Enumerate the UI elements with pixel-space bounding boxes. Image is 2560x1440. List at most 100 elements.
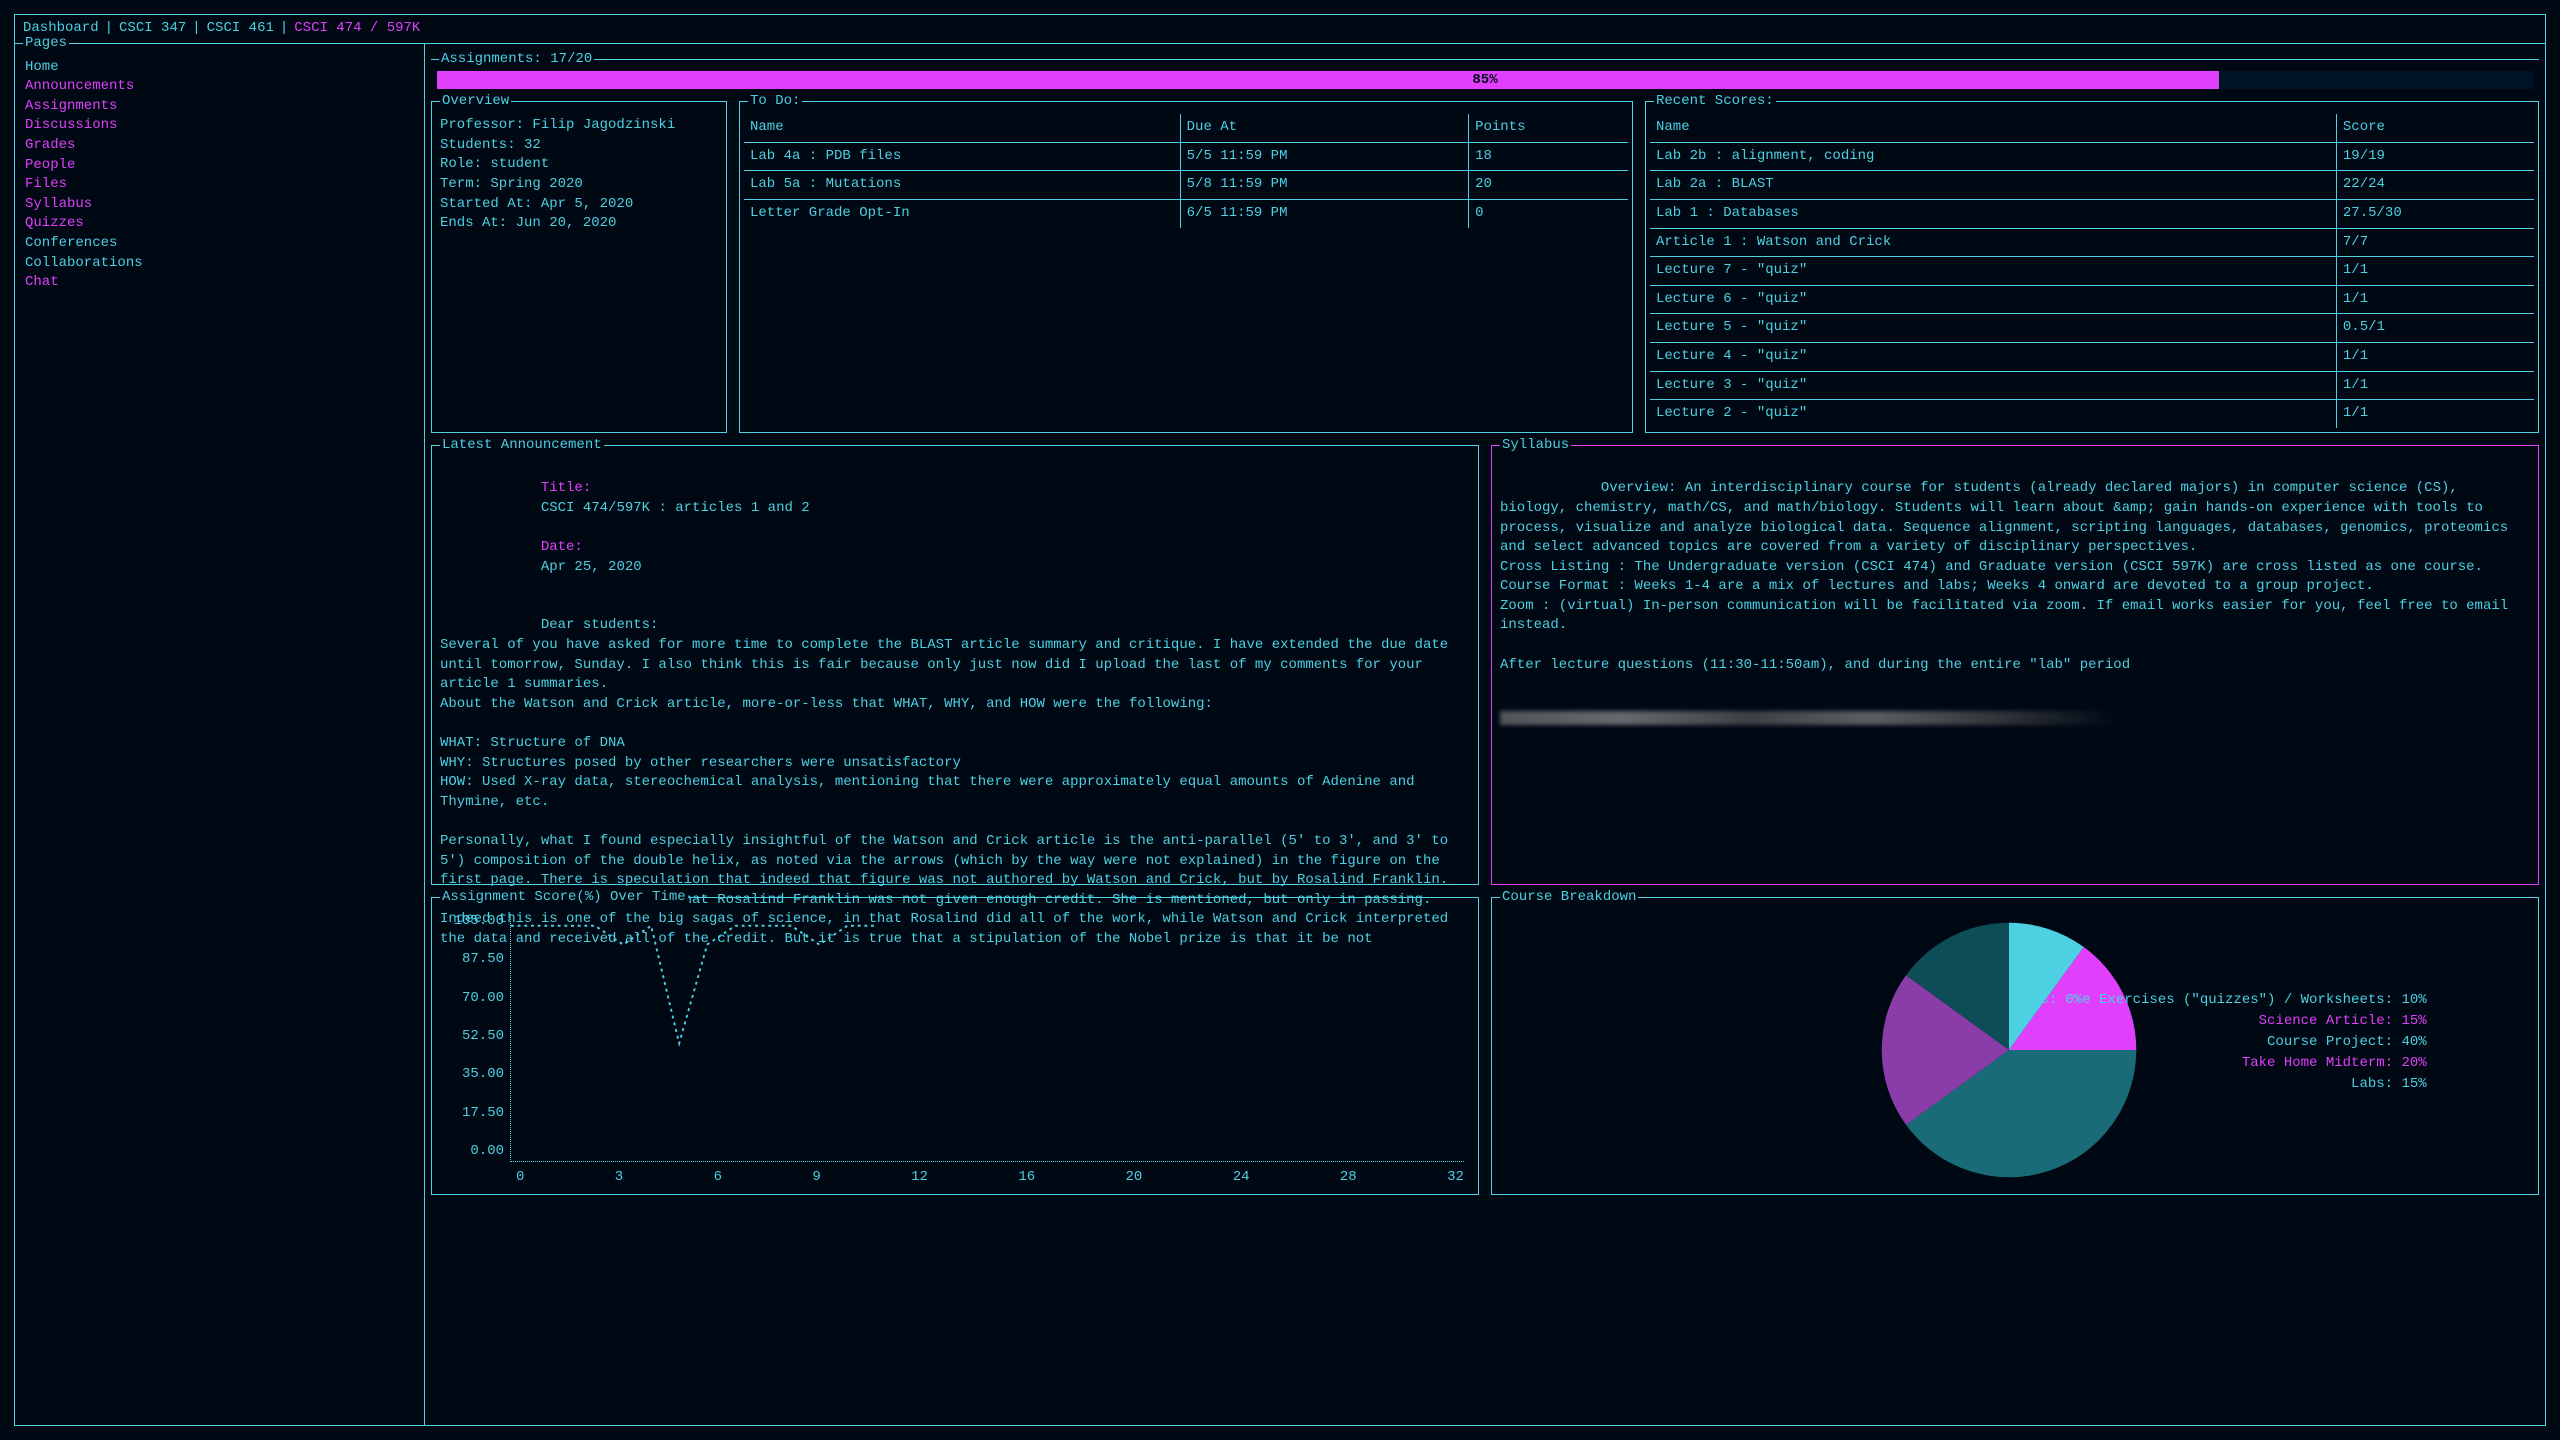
blurred-region	[1500, 711, 2118, 725]
overview-line: Professor: Filip Jagodzinski	[440, 116, 718, 136]
table-cell: Lecture 4 - "quiz"	[1650, 342, 2336, 371]
table-cell: 7/7	[2336, 228, 2534, 257]
pie-label: Labs: 15%	[2015, 1074, 2427, 1095]
table-cell: 20	[1469, 171, 1628, 200]
x-tick-label: 6	[714, 1168, 722, 1188]
y-tick-label: 52.50	[444, 1027, 504, 1047]
table-cell: Lecture 5 - "quiz"	[1650, 314, 2336, 343]
breadcrumb-separator: |	[274, 20, 294, 36]
sidebar-title: Pages	[23, 34, 69, 54]
sidebar-item-files[interactable]: Files	[25, 175, 414, 195]
x-tick-label: 0	[516, 1168, 524, 1188]
table-cell: Lecture 3 - "quiz"	[1650, 371, 2336, 400]
table-cell: 0.5/1	[2336, 314, 2534, 343]
table-cell: 1/1	[2336, 400, 2534, 428]
table-cell: Lab 5a : Mutations	[744, 171, 1180, 200]
overview-line: Ends At: Jun 20, 2020	[440, 214, 718, 234]
todo-title: To Do:	[748, 92, 802, 112]
sidebar-item-collaborations[interactable]: Collaborations	[25, 254, 414, 274]
column-header: Points	[1469, 114, 1628, 142]
recent-scores-table: NameScoreLab 2b : alignment, coding19/19…	[1650, 114, 2534, 428]
pie-label: Course Project: 40%	[2015, 1032, 2427, 1053]
x-tick-label: 20	[1126, 1168, 1143, 1188]
table-row[interactable]: Lecture 2 - "quiz"1/1	[1650, 400, 2534, 428]
course-breakdown-chart: Misc: 0%e Exercises ("quizzes") / Worksh…	[1496, 910, 2534, 1190]
breadcrumb: Dashboard|CSCI 347|CSCI 461|CSCI 474 / 5…	[15, 15, 2545, 44]
overview-line: Role: student	[440, 155, 718, 175]
table-row[interactable]: Letter Grade Opt-In6/5 11:59 PM0	[744, 199, 1628, 227]
syllabus-title: Syllabus	[1500, 436, 1571, 456]
y-tick-label: 105.00	[444, 912, 504, 932]
syllabus-text: Overview: An interdisciplinary course fo…	[1500, 480, 2517, 672]
sidebar-item-announcements[interactable]: Announcements	[25, 77, 414, 97]
table-row[interactable]: Lecture 6 - "quiz"1/1	[1650, 285, 2534, 314]
x-tick-label: 12	[911, 1168, 928, 1188]
table-row[interactable]: Lecture 3 - "quiz"1/1	[1650, 371, 2534, 400]
table-row[interactable]: Lab 1 : Databases27.5/30	[1650, 199, 2534, 228]
score-chart-title: Assignment Score(%) Over Time	[440, 888, 688, 908]
sidebar-item-discussions[interactable]: Discussions	[25, 116, 414, 136]
breadcrumb-separator: |	[186, 20, 206, 36]
table-row[interactable]: Lab 5a : Mutations5/8 11:59 PM20	[744, 171, 1628, 200]
overview-title: Overview	[440, 92, 511, 112]
table-cell: Lab 2b : alignment, coding	[1650, 142, 2336, 171]
overview-line: Term: Spring 2020	[440, 175, 718, 195]
breadcrumb-item[interactable]: CSCI 347	[119, 20, 186, 36]
x-tick-label: 32	[1447, 1168, 1464, 1188]
sidebar-item-conferences[interactable]: Conferences	[25, 234, 414, 254]
table-cell: Lab 1 : Databases	[1650, 199, 2336, 228]
table-row[interactable]: Lecture 5 - "quiz"0.5/1	[1650, 314, 2534, 343]
announcement-title-value: CSCI 474/597K : articles 1 and 2	[541, 500, 810, 516]
breakdown-title: Course Breakdown	[1500, 888, 1638, 908]
table-row[interactable]: Lecture 4 - "quiz"1/1	[1650, 342, 2534, 371]
sidebar-nav: HomeAnnouncementsAssignmentsDiscussionsG…	[19, 56, 420, 295]
table-row[interactable]: Lab 4a : PDB files5/5 11:59 PM18	[744, 142, 1628, 171]
syllabus-body: Overview: An interdisciplinary course fo…	[1496, 458, 2534, 766]
x-tick-label: 9	[812, 1168, 820, 1188]
table-cell: 1/1	[2336, 285, 2534, 314]
sidebar-item-syllabus[interactable]: Syllabus	[25, 195, 414, 215]
announcement-date-label: Date:	[541, 539, 583, 555]
sidebar-item-home[interactable]: Home	[25, 58, 414, 78]
table-row[interactable]: Article 1 : Watson and Crick7/7	[1650, 228, 2534, 257]
table-cell: 5/5 11:59 PM	[1180, 142, 1468, 171]
announcement-title: Latest Announcement	[440, 436, 604, 456]
table-cell: Lecture 6 - "quiz"	[1650, 285, 2336, 314]
overview-line: Students: 32	[440, 136, 718, 156]
announcement-date-value: Apr 25, 2020	[541, 559, 642, 575]
score-chart: 105.0087.5070.0052.5035.0017.500.00 0369…	[436, 910, 1474, 1190]
todo-table: NameDue AtPointsLab 4a : PDB files5/5 11…	[744, 114, 1628, 227]
progress-bar: 85%	[437, 71, 2533, 89]
column-header: Name	[1650, 114, 2336, 142]
announcement-title-label: Title:	[541, 480, 591, 496]
table-row[interactable]: Lecture 7 - "quiz"1/1	[1650, 257, 2534, 286]
table-cell: 1/1	[2336, 342, 2534, 371]
x-tick-label: 28	[1340, 1168, 1357, 1188]
sidebar-item-people[interactable]: People	[25, 156, 414, 176]
sidebar-item-chat[interactable]: Chat	[25, 273, 414, 293]
breadcrumb-item[interactable]: CSCI 461	[207, 20, 274, 36]
y-tick-label: 17.50	[444, 1104, 504, 1124]
overview-body: Professor: Filip JagodzinskiStudents: 32…	[436, 114, 722, 236]
table-cell: 18	[1469, 142, 1628, 171]
pie-label: Science Article: 15%	[2015, 1011, 2427, 1032]
table-row[interactable]: Lab 2a : BLAST22/24	[1650, 171, 2534, 200]
sidebar-item-quizzes[interactable]: Quizzes	[25, 214, 414, 234]
table-cell: 27.5/30	[2336, 199, 2534, 228]
table-row[interactable]: Lab 2b : alignment, coding19/19	[1650, 142, 2534, 171]
overview-line: Started At: Apr 5, 2020	[440, 195, 718, 215]
pie-label: Misc: 0%e Exercises ("quizzes") / Worksh…	[2015, 990, 2427, 1011]
table-cell: 19/19	[2336, 142, 2534, 171]
progress-label: 85%	[437, 71, 2533, 91]
table-cell: 5/8 11:59 PM	[1180, 171, 1468, 200]
table-cell: Letter Grade Opt-In	[744, 199, 1180, 227]
table-cell: Lecture 2 - "quiz"	[1650, 400, 2336, 428]
column-header: Name	[744, 114, 1180, 142]
table-cell: Article 1 : Watson and Crick	[1650, 228, 2336, 257]
table-cell: 6/5 11:59 PM	[1180, 199, 1468, 227]
sidebar-item-grades[interactable]: Grades	[25, 136, 414, 156]
breadcrumb-item[interactable]: CSCI 474 / 597K	[294, 20, 420, 36]
sidebar-item-assignments[interactable]: Assignments	[25, 97, 414, 117]
y-tick-label: 35.00	[444, 1065, 504, 1085]
pie-label: Take Home Midterm: 20%	[2015, 1053, 2427, 1074]
